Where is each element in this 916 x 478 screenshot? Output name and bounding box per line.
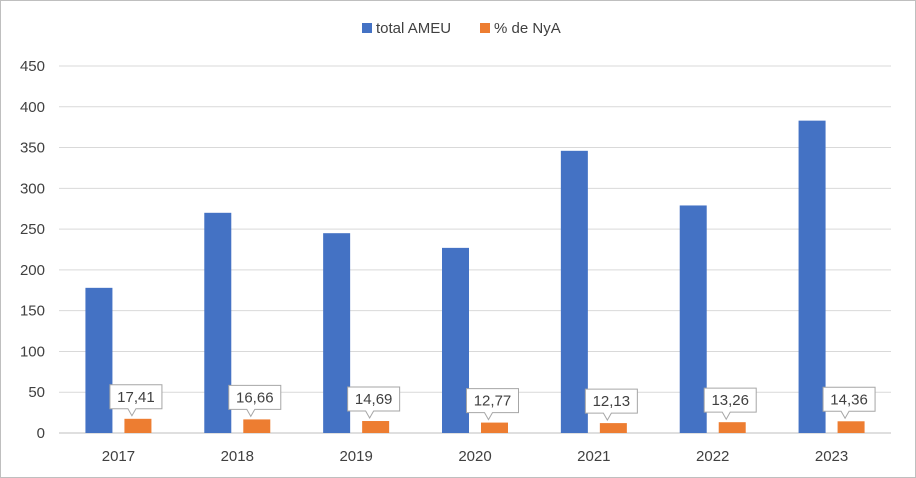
y-tick-label: 300 [20, 180, 45, 197]
data-label: 12,13 [584, 388, 638, 422]
y-tick-label: 350 [20, 140, 45, 157]
x-tick-label: 2017 [102, 448, 135, 465]
legend-item: total AMEU [362, 20, 451, 37]
data-label-box [347, 386, 401, 420]
bar-total-ameu [204, 212, 232, 433]
bars [85, 120, 865, 434]
legend-item: % de NyA [480, 20, 561, 37]
data-label-text: 17,41 [117, 389, 155, 406]
data-label-box [228, 384, 282, 418]
data-label-box [703, 387, 757, 421]
data-label-box [466, 388, 519, 421]
gridlines [59, 65, 891, 434]
bar-pct-nya [599, 423, 627, 433]
y-tick-label: 50 [28, 384, 45, 401]
data-label-text: 12,77 [474, 393, 512, 410]
y-tick-label: 450 [20, 58, 45, 75]
y-tick-label: 0 [37, 425, 45, 442]
data-label: 13,26 [703, 387, 757, 421]
data-label-box [822, 386, 876, 420]
x-tick-label: 2022 [696, 448, 729, 465]
data-label: 16,66 [228, 384, 282, 418]
data-label: 12,77 [466, 388, 519, 421]
bar-total-ameu [323, 233, 351, 433]
data-label: 14,36 [822, 386, 876, 420]
bar-pct-nya [718, 422, 746, 433]
x-tick-label: 2018 [221, 448, 254, 465]
y-tick-label: 400 [20, 99, 45, 116]
bar-pct-nya [481, 422, 508, 433]
bar-pct-nya [243, 419, 271, 433]
data-label-text: 14,69 [355, 391, 393, 408]
y-tick-label: 150 [20, 303, 45, 320]
data-label: 14,69 [347, 386, 401, 420]
bar-total-ameu [679, 205, 707, 433]
data-labels: 17,41 16,66 14,69 12,77 12,13 13,26 14,36 [109, 384, 876, 422]
x-tick-label: 2021 [577, 448, 610, 465]
legend-label: total AMEU [376, 20, 451, 37]
legend-swatch [480, 23, 490, 33]
data-label-text: 13,26 [711, 392, 749, 409]
legend-swatch [362, 23, 372, 33]
y-axis-ticks: 0 50 100 150 200 250 300 350 400 450 [20, 58, 45, 442]
bar-pct-nya [837, 421, 865, 433]
bar-total-ameu [85, 287, 113, 433]
data-label-box [584, 388, 638, 422]
bar-pct-nya [124, 418, 152, 433]
data-label: 17,41 [109, 384, 163, 417]
y-tick-label: 200 [20, 262, 45, 279]
data-label-text: 12,13 [593, 393, 631, 410]
bar-total-ameu [560, 150, 588, 433]
bar-total-ameu [798, 120, 826, 434]
x-tick-label: 2023 [815, 448, 848, 465]
bar-pct-nya [362, 421, 390, 433]
x-tick-label: 2019 [339, 448, 372, 465]
data-label-text: 16,66 [236, 389, 274, 406]
x-tick-label: 2020 [458, 448, 491, 465]
data-label-text: 14,36 [830, 391, 868, 408]
data-label-box [109, 384, 163, 417]
legend-label: % de NyA [494, 20, 561, 37]
legend: total AMEU % de NyA [362, 20, 561, 37]
y-tick-label: 100 [20, 343, 45, 360]
bar-total-ameu [442, 247, 469, 433]
y-tick-label: 250 [20, 221, 45, 238]
x-axis-ticks: 2017 2018 2019 2020 2021 2022 2023 [102, 448, 849, 465]
